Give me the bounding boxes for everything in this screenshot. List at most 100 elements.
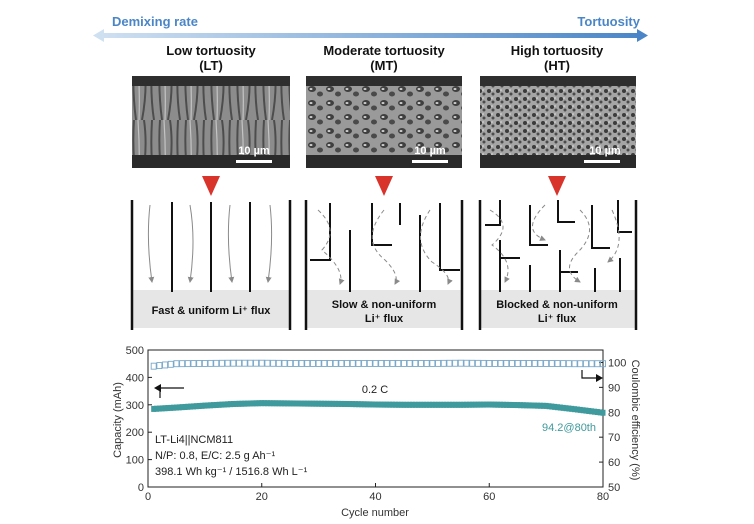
capacity-point xyxy=(404,401,410,408)
capacity-point xyxy=(227,401,233,408)
efficiency-point xyxy=(594,360,601,368)
efficiency-point xyxy=(156,362,163,370)
flux-label-ht-1: Blocked & non-uniform xyxy=(496,299,618,311)
efficiency-point xyxy=(491,360,498,367)
capacity-point xyxy=(537,402,543,409)
capacity-point xyxy=(452,401,458,408)
down-arrow-lt xyxy=(202,176,220,196)
capacity-point xyxy=(483,401,489,408)
efficiency-point xyxy=(230,359,237,367)
capacity-point xyxy=(509,401,515,408)
capacity-point xyxy=(219,401,225,408)
capacity-point xyxy=(418,401,424,408)
capacity-point xyxy=(344,400,350,407)
capacity-point xyxy=(569,405,575,412)
efficiency-point xyxy=(275,359,282,367)
y-right-axis-label: Coulombic efficiency (%) xyxy=(629,360,641,481)
efficiency-point xyxy=(253,359,260,367)
capacity-point xyxy=(412,401,418,408)
capacity-point xyxy=(284,400,290,407)
efficiency-point xyxy=(509,360,515,367)
x-tick-label: 20 xyxy=(256,491,268,503)
capacity-point xyxy=(162,405,168,412)
efficiency-point xyxy=(486,360,493,367)
capacity-point xyxy=(279,400,285,407)
capacity-point xyxy=(341,400,347,407)
capacity-point xyxy=(429,401,435,408)
capacity-point xyxy=(350,401,356,408)
capacity-point xyxy=(560,404,566,411)
capacity-point xyxy=(395,401,401,408)
capacity-point xyxy=(273,400,279,407)
capacity-point xyxy=(512,402,518,409)
capacity-point xyxy=(239,400,245,407)
efficiency-point xyxy=(196,360,203,367)
efficiency-point xyxy=(366,360,373,367)
cycling-chart: 0 20 40 60 80 0 100 200 300 400 500 50 60 70 80 90 100… xyxy=(112,345,641,519)
capacity-point xyxy=(586,407,592,414)
capacity-point xyxy=(202,402,208,409)
efficiency-point xyxy=(389,360,396,367)
capacity-point xyxy=(159,405,165,412)
efficiency-point xyxy=(548,360,555,367)
capacity-point xyxy=(301,400,307,407)
capacity-point xyxy=(577,406,583,413)
capacity-point xyxy=(245,400,251,407)
y-left-tick-label: 400 xyxy=(126,372,144,384)
capacity-point xyxy=(523,402,529,409)
capacity-point xyxy=(526,402,532,409)
capacity-point xyxy=(324,400,330,407)
capacity-point xyxy=(307,400,313,407)
capacity-point xyxy=(165,405,171,412)
flux-label-mt-2: Li⁺ flux xyxy=(365,313,404,325)
schematic-lt: Fast & uniform Li⁺ flux xyxy=(130,200,292,330)
efficiency-point xyxy=(395,360,402,367)
efficiency-point xyxy=(412,360,419,367)
capacity-point xyxy=(230,400,236,407)
capacity-point xyxy=(373,401,378,408)
capacity-point xyxy=(367,401,373,408)
capacity-point xyxy=(557,404,563,411)
efficiency-point xyxy=(355,360,362,367)
efficiency-point xyxy=(435,359,442,367)
capacity-point xyxy=(355,401,361,408)
capacity-point xyxy=(520,402,526,409)
capacity-point xyxy=(486,401,492,408)
capacity-point xyxy=(495,401,501,408)
capacity-point xyxy=(441,401,447,408)
efficiency-point xyxy=(150,362,157,370)
capacity-series xyxy=(151,400,606,416)
sem-image-mt: 10 µm xyxy=(306,76,462,168)
capacity-point xyxy=(594,409,600,416)
efficiency-point xyxy=(565,360,572,368)
capacity-point xyxy=(563,405,569,412)
capacity-point xyxy=(338,400,344,407)
efficiency-point xyxy=(315,360,322,367)
capacity-point xyxy=(427,401,433,408)
capacity-point xyxy=(458,401,464,408)
y-left-tick-label: 300 xyxy=(126,400,144,412)
capacity-point xyxy=(364,401,370,408)
efficiency-point xyxy=(531,360,538,367)
capacity-point xyxy=(256,400,262,407)
y-left-tick-label: 0 xyxy=(138,482,144,494)
efficiency-point xyxy=(201,360,208,367)
scale-bar-lt xyxy=(236,160,272,163)
efficiency-point xyxy=(446,359,453,367)
capacity-point xyxy=(390,401,396,408)
efficiency-point xyxy=(304,360,311,367)
scale-label-mt: 10 µm xyxy=(414,145,446,157)
efficiency-point xyxy=(571,360,578,368)
efficiency-point xyxy=(469,359,476,367)
capacity-point xyxy=(282,400,287,407)
capacity-point xyxy=(401,401,407,408)
left-axis-indicator xyxy=(159,387,184,398)
efficiency-point xyxy=(167,360,174,368)
efficiency-point xyxy=(526,360,533,367)
efficiency-point xyxy=(264,359,271,367)
capacity-point xyxy=(381,401,387,408)
capacity-point xyxy=(409,401,415,408)
capacity-point xyxy=(316,400,322,407)
capacity-point xyxy=(600,409,606,416)
